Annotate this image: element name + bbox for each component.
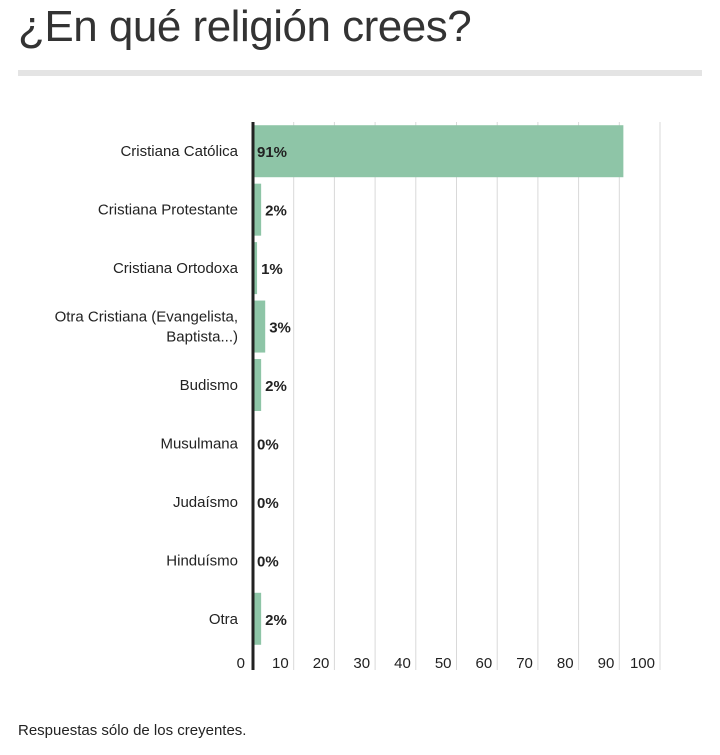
data-label-2: 1% [261, 261, 283, 278]
x-tick-label-0: 0 [237, 655, 245, 672]
bar-3 [253, 300, 266, 353]
bar-4 [253, 359, 262, 411]
title-divider [18, 70, 702, 76]
data-label-4: 2% [265, 378, 287, 395]
bar-1 [253, 183, 262, 236]
data-label-6: 0% [257, 495, 279, 512]
category-label-2: Cristiana Ortodoxa [113, 260, 239, 277]
data-label-0: 91% [257, 144, 287, 161]
x-tick-label-40: 40 [394, 655, 411, 672]
x-tick-label-20: 20 [313, 655, 330, 672]
x-tick-label-10: 10 [272, 655, 289, 672]
x-tick-label-50: 50 [435, 655, 452, 672]
data-label-1: 2% [265, 203, 287, 220]
x-tick-label-70: 70 [516, 655, 533, 672]
data-label-7: 0% [257, 553, 279, 570]
category-label-6: Judaísmo [173, 494, 238, 511]
footnote: Respuestas sólo de los creyentes. [18, 722, 247, 739]
category-label-5: Musulmana [160, 435, 238, 452]
category-label-3: Otra Cristiana (Evangelista, Baptista...) [55, 309, 238, 346]
category-label-1: Cristiana Protestante [98, 202, 238, 219]
data-label-8: 2% [265, 612, 287, 629]
bar-chart: Cristiana Católica 91% Cristiana Protestan… [55, 122, 661, 672]
chart-title: ¿En qué religión crees? [18, 2, 472, 51]
x-tick-label-80: 80 [557, 655, 574, 672]
bar-0 [253, 125, 624, 178]
x-tick-label-60: 60 [476, 655, 493, 672]
category-label-7: Hinduísmo [166, 552, 238, 569]
x-tick-label-100: 100 [630, 655, 655, 672]
bar-8 [253, 592, 262, 645]
x-tick-label-30: 30 [353, 655, 370, 672]
x-tick-label-90: 90 [598, 655, 615, 672]
category-label-0: Cristiana Católica [120, 143, 238, 160]
data-label-5: 0% [257, 436, 279, 453]
category-label-4: Budismo [180, 377, 238, 394]
data-label-3: 3% [269, 320, 291, 337]
bar-2 [253, 242, 258, 295]
category-label-8: Otra [209, 611, 239, 628]
